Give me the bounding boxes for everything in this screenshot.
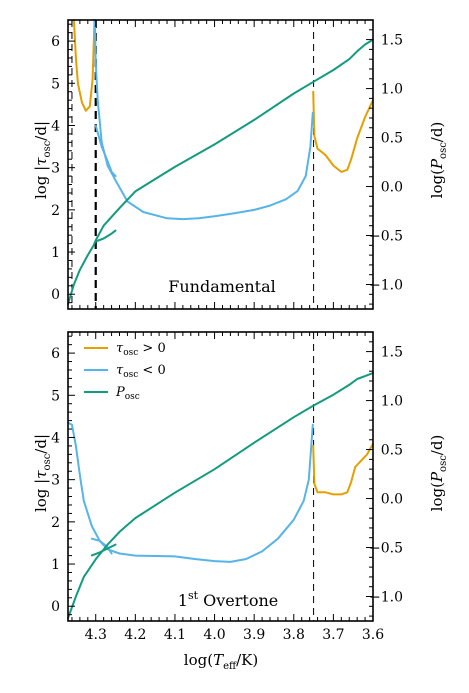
y-right-tick-label: 0.5 [381,443,403,459]
y-left-tick-label: 3 [51,473,60,489]
y-left-tick-label: 2 [51,203,60,219]
x-tick-label: 4.0 [203,627,225,643]
y-right-tick-label: −1.0 [369,590,403,606]
x-axis-label: log(Teff/K) [184,651,258,672]
plot-frame [67,19,374,310]
series-2-segment-1 [94,229,117,243]
series-1-segment-0 [67,421,314,563]
x-tick-label: 3.8 [283,627,305,643]
x-tick-label: 4.1 [164,627,186,643]
legend: τosc > 0 τosc < 0 Posc [84,341,166,402]
y-right-tick-label: 0.5 [381,131,403,147]
series-2-segment-1 [90,543,117,557]
y-left-tick-label: 0 [51,599,60,615]
y-right-tick-label: −0.5 [369,541,403,557]
y-left-tick-label: 4 [51,118,60,134]
bottom-right-axis-label: log(Posc/d) [428,435,449,512]
y-left-tick-label: 0 [51,287,60,303]
legend-label-tau-negative: τosc < 0 [116,363,166,380]
plot-frame [67,331,374,622]
y-right-tick-label: 0.0 [381,492,403,508]
y-left-tick-label: 1 [51,557,60,573]
y-right-tick-label: 1.0 [381,82,403,98]
series-0-segment-0 [72,19,96,112]
series-2-segment-0 [67,372,374,620]
y-right-tick-label: 1.5 [381,33,403,49]
y-left-tick-label: 2 [51,515,60,531]
y-left-tick-label: 6 [51,34,60,50]
bottom-left-axis-label: log |τosc/d| [32,434,53,512]
top-panel: 0 1 2 3 4 5 6 −1.0 −0.5 0.0 0.5 1.0 1.5 [51,19,403,310]
x-tick-label: 3.6 [362,627,384,643]
y-left-tick-label: 1 [51,245,60,261]
y-right-tick-label: 1.0 [381,394,403,410]
legend-label-tau-positive: τosc > 0 [116,341,166,358]
x-tick-label: 3.7 [322,627,344,643]
y-right-tick-label: −1.0 [369,278,403,294]
x-tick-label: 4.3 [85,627,107,643]
y-right-tick-label: 1.5 [381,345,403,361]
y-left-tick-label: 5 [51,76,60,92]
y-left-tick-label: 3 [51,161,60,177]
y-right-tick-label: −0.5 [369,229,403,245]
x-tick-label: 4.2 [124,627,146,643]
top-right-axis-label: log(Posc/d) [428,122,449,199]
series-0-segment-0 [312,442,374,496]
panel-annotation-overtone: 1st Overtone [178,589,278,610]
series-0-segment-1 [312,90,374,173]
series-1-segment-1 [94,124,117,178]
y-left-tick-label: 4 [51,430,60,446]
legend-label-p-osc: Posc [115,385,140,402]
series-2-segment-0 [67,38,374,306]
top-left-axis-label: log |τosc/d| [32,121,53,199]
bottom-panel: 4.3 4.2 4.1 4.0 3.9 3.8 3.7 3.6 0 1 2 3 4 5 6 −1.0 −0.5 0… [51,331,403,643]
y-left-tick-label: 6 [51,346,60,362]
series-1-segment-1 [90,537,113,555]
y-right-tick-label: 0.0 [381,180,403,196]
panel-annotation-fundamental: Fundamental [168,277,276,296]
x-tick-label: 3.9 [243,627,265,643]
series-1-segment-0 [93,19,314,221]
y-left-tick-label: 5 [51,388,60,404]
